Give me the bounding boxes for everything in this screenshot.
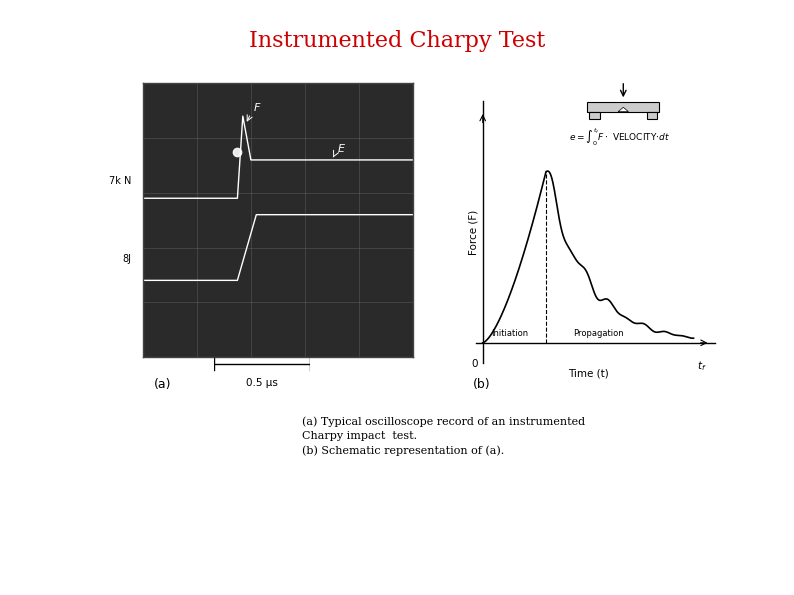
Y-axis label: Force (F): Force (F) — [468, 209, 479, 255]
Text: (a) Typical oscilloscope record of an instrumented
Charpy impact  test.
(b) Sche: (a) Typical oscilloscope record of an in… — [302, 416, 585, 456]
Text: E: E — [337, 144, 345, 154]
Text: Time (t): Time (t) — [568, 369, 608, 379]
Text: 0.5 μs: 0.5 μs — [246, 378, 278, 388]
Text: (a): (a) — [154, 378, 172, 391]
Bar — [589, 112, 599, 119]
Bar — [588, 102, 659, 112]
Text: 0: 0 — [471, 359, 477, 369]
Text: Propagation: Propagation — [573, 329, 624, 338]
Bar — [647, 112, 657, 119]
Text: Initiation: Initiation — [491, 329, 529, 338]
Text: (b): (b) — [472, 378, 490, 391]
Text: 8J: 8J — [122, 254, 131, 264]
Text: 7k N: 7k N — [109, 177, 131, 186]
Polygon shape — [618, 107, 629, 112]
Text: Instrumented Charpy Test: Instrumented Charpy Test — [249, 30, 545, 52]
Text: $t_f$: $t_f$ — [697, 359, 707, 372]
Text: $e = \int_0^{t_f} F \cdot$ VELOCITY$\cdot dt$: $e = \int_0^{t_f} F \cdot$ VELOCITY$\cdo… — [569, 127, 670, 148]
Text: F: F — [253, 103, 260, 112]
